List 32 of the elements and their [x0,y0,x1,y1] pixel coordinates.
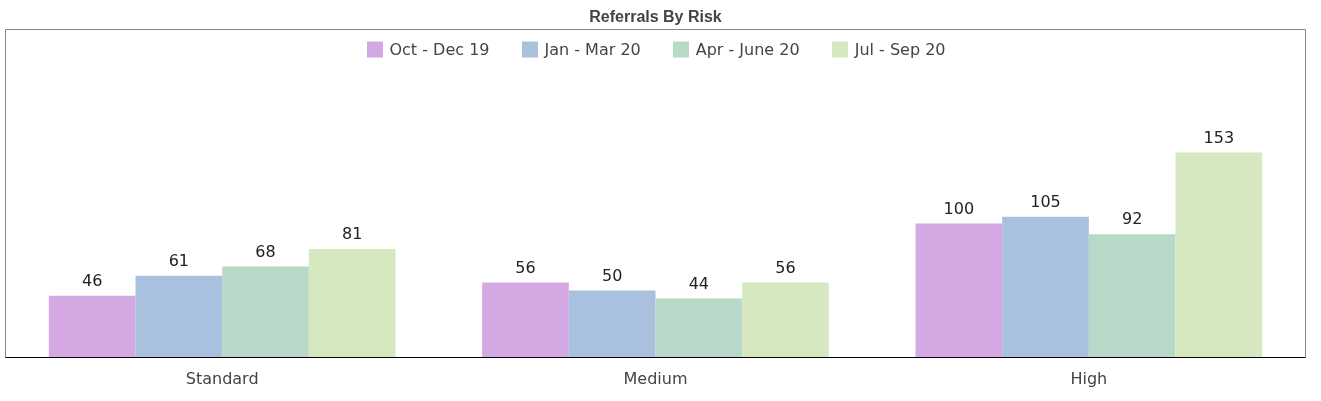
legend-label: Apr - June 20 [695,39,800,59]
bar [48,295,136,358]
data-label: 46 [81,271,103,291]
data-label: 56 [515,257,536,277]
data-label: 61 [168,250,190,270]
data-label: 44 [688,273,710,293]
legend-label: Oct - Dec 19 [389,39,490,59]
bar [222,266,309,358]
legend-label: Jan - Mar 20 [544,39,641,59]
bar [915,223,1003,358]
data-label: 68 [255,241,276,261]
data-label: 50 [601,265,623,285]
x-tick-label: High [1070,368,1108,388]
bar [308,248,396,358]
data-label: 105 [1030,191,1061,211]
data-label: 100 [943,198,975,218]
legend-label: Jul - Sep 20 [854,39,946,59]
data-label: 56 [775,257,796,277]
bar [655,298,743,358]
x-tick-label: Medium [623,368,688,388]
data-label: 92 [1121,209,1143,229]
bar [568,290,656,358]
bar [1175,152,1263,358]
bar [1002,216,1089,358]
x-tick-label: Standard [185,368,259,388]
data-label: 153 [1203,127,1235,147]
data-label: 81 [341,224,363,244]
chart-title: Referrals By Risk [589,7,722,25]
bar [482,282,569,358]
bar [135,275,223,358]
bar [742,282,829,358]
bar [1088,234,1176,358]
